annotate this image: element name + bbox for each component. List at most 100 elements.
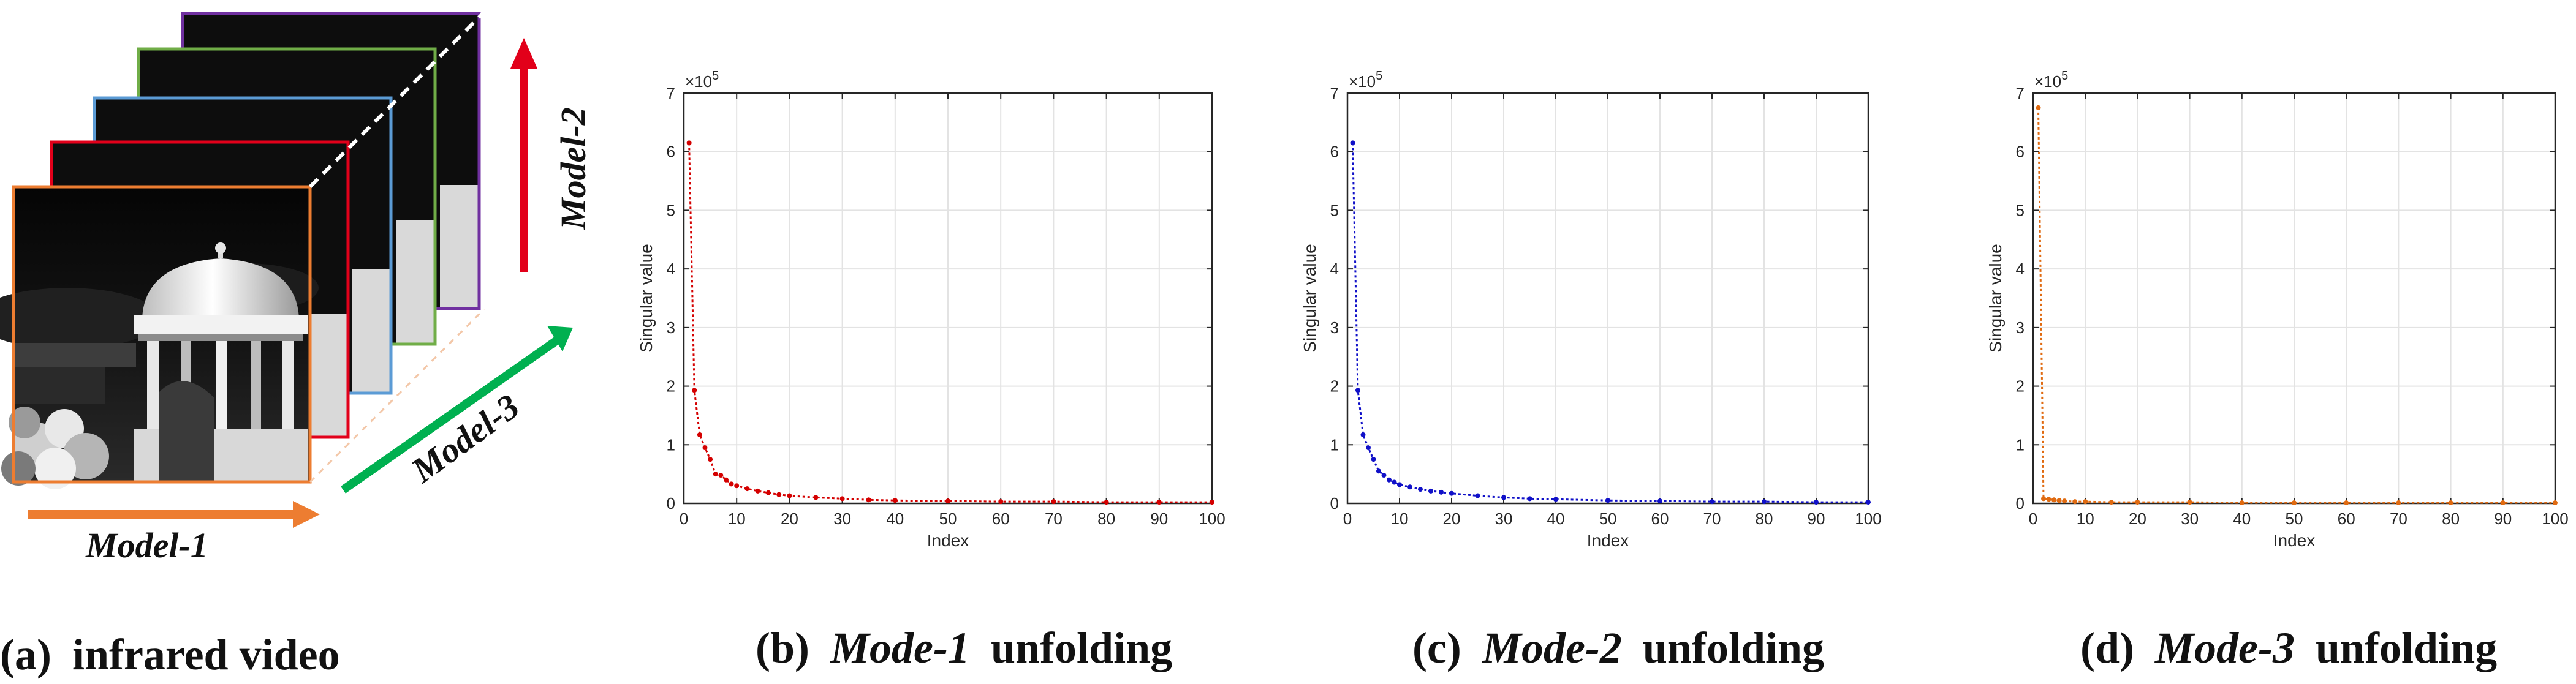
x-tick-label: 10 (1391, 509, 1409, 528)
data-point (734, 483, 740, 489)
caption-a: (a) infrared video (0, 630, 340, 679)
data-point (892, 498, 898, 503)
data-point (2448, 500, 2453, 506)
data-point (1866, 500, 1871, 505)
data-point (729, 481, 734, 487)
x-tick-label: 50 (2286, 509, 2303, 528)
data-point (1210, 500, 1214, 505)
x-tick-label: 10 (2077, 509, 2094, 528)
y-axis-exponent: ×105 (2034, 69, 2068, 91)
x-tick-label: 20 (2129, 509, 2146, 528)
x-tick-label: 80 (2442, 509, 2460, 528)
y-tick-label: 2 (667, 377, 675, 396)
data-point (998, 499, 1004, 505)
data-point (1355, 388, 1360, 393)
x-tick-label: 90 (2494, 509, 2512, 528)
data-point (1710, 499, 1714, 505)
caption-d-mode: Mode-3 (2154, 623, 2295, 672)
model-2-arrow (510, 38, 537, 272)
y-axis-exponent-power: 5 (712, 69, 719, 83)
y-tick-label: 0 (2016, 494, 2025, 513)
data-point (2135, 500, 2140, 505)
y-tick-label: 0 (667, 494, 675, 513)
stacked-frame-edge-image (440, 185, 479, 309)
data-point (708, 457, 713, 462)
x-tick-label: 30 (1495, 509, 1513, 528)
data-point (692, 388, 697, 393)
mode-1-singular-value-chart: 0 10 20 30 40 50 60 70 80 90 100 0 1 2 3 4 5 6 7 ×105 Index S… (637, 69, 1225, 550)
data-point (1397, 482, 1402, 487)
x-tick-label: 80 (1756, 509, 1773, 528)
stacked-frame-edge-image (309, 314, 348, 437)
x-tick-label: 90 (1808, 509, 1825, 528)
mode-2-singular-value-chart: 0 10 20 30 40 50 60 70 80 90 100 0 1 2 3 4 5 6 7 ×105 Index S… (1300, 69, 1882, 550)
x-tick-label: 90 (1150, 509, 1168, 528)
caption-b-mode: Mode-1 (830, 623, 970, 672)
x-tick-label: 20 (1443, 509, 1461, 528)
data-point (702, 445, 708, 451)
x-tick-label: 20 (781, 509, 798, 528)
data-point (1605, 498, 1610, 503)
data-point (1814, 500, 1819, 505)
data-point (2036, 105, 2041, 110)
data-point (1371, 457, 1376, 462)
data-point (1657, 498, 1662, 504)
y-tick-label: 7 (1330, 84, 1339, 102)
x-tick-label: 10 (728, 509, 746, 528)
x-tick-label: 80 (1097, 509, 1115, 528)
data-point (1553, 497, 1558, 502)
x-axis-label: Index (2273, 531, 2316, 550)
data-point (945, 498, 950, 504)
data-point (2344, 500, 2349, 506)
data-point (1376, 468, 1381, 474)
y-tick-label: 6 (2016, 143, 2025, 161)
x-tick-label: 40 (2233, 509, 2251, 528)
x-tick-label: 50 (1599, 509, 1617, 528)
depth-line-bottom (309, 308, 485, 483)
x-tick-label: 100 (1855, 509, 1881, 528)
caption-c-suffix: unfolding (1643, 623, 1824, 672)
data-point (1439, 489, 1444, 495)
y-tick-label: 0 (1330, 494, 1339, 513)
y-tick-label: 1 (667, 435, 675, 454)
x-tick-label: 30 (833, 509, 851, 528)
caption-a-prefix: (a) (0, 630, 51, 679)
y-axis-label: Singular value (1300, 244, 1319, 352)
data-point (2292, 500, 2297, 506)
y-tick-label: 5 (667, 201, 675, 219)
y-tick-label: 3 (2016, 318, 2025, 337)
data-point (1381, 473, 1387, 478)
x-tick-label: 40 (1547, 509, 1565, 528)
data-point (2051, 497, 2057, 503)
data-point (697, 432, 702, 438)
x-tick-label: 70 (1045, 509, 1063, 528)
data-point (776, 492, 782, 497)
caption-d: (d) Mode-3 unfolding (2080, 623, 2497, 672)
x-tick-label: 0 (2029, 509, 2037, 528)
x-axis-label: Index (927, 531, 969, 550)
data-point (2083, 499, 2088, 505)
data-point (2072, 499, 2078, 505)
gazebo-dome-image (134, 242, 308, 482)
model-1-arrow (28, 501, 320, 528)
y-tick-label: 4 (1330, 260, 1339, 278)
caption-b-suffix: unfolding (991, 623, 1172, 672)
y-axis-exponent: ×105 (1349, 69, 1382, 91)
data-point (744, 486, 750, 492)
data-point (866, 497, 871, 503)
data-point (1407, 484, 1412, 490)
y-tick-label: 3 (1330, 318, 1339, 337)
x-tick-label: 60 (992, 509, 1010, 528)
caption-c-prefix: (c) (1412, 623, 1461, 672)
data-point (1360, 432, 1366, 438)
y-tick-label: 6 (1330, 143, 1339, 161)
mode-3-singular-value-chart: 0 10 20 30 40 50 60 70 80 90 100 0 1 2 3 4 5 6 7 ×105 Index S… (1986, 69, 2569, 550)
data-point (2056, 498, 2062, 503)
data-point (1501, 495, 1506, 500)
y-axis-label: Singular value (1986, 244, 2005, 352)
data-point (2062, 498, 2067, 504)
caption-d-suffix: unfolding (2316, 623, 2497, 672)
y-tick-label: 6 (667, 143, 675, 161)
data-point (1051, 499, 1056, 505)
